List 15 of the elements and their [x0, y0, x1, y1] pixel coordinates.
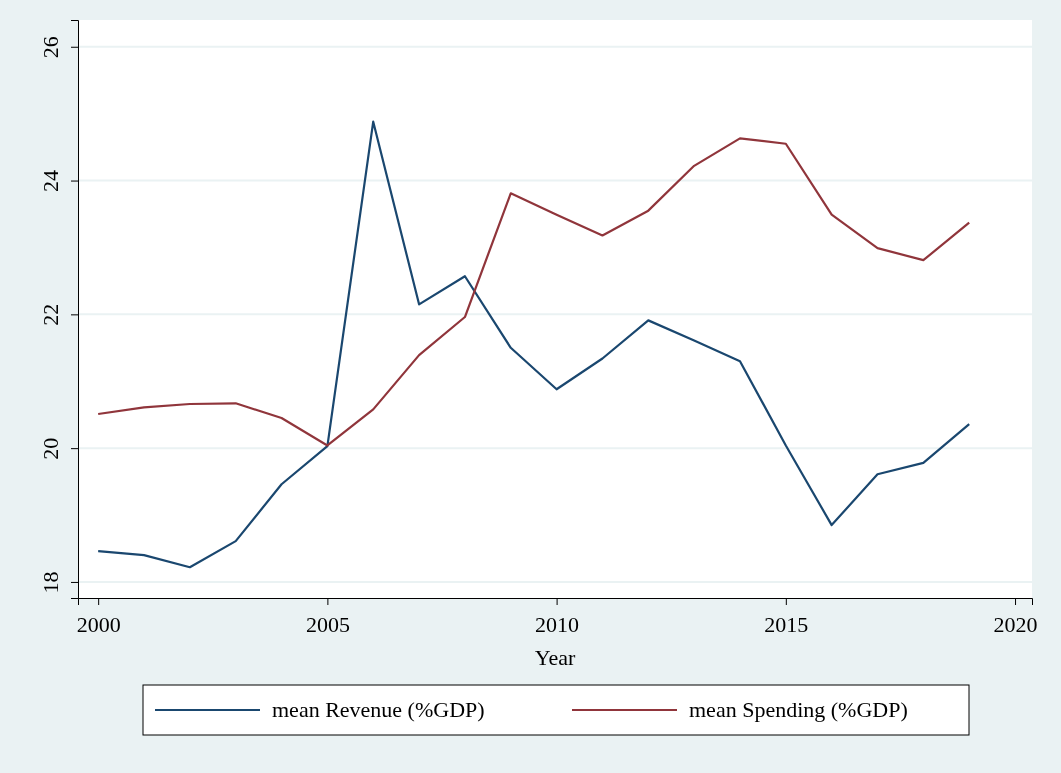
x-tick-label: 2000	[76, 612, 121, 638]
x-tick-label: 2020	[993, 612, 1038, 638]
x-axis-title: Year	[534, 645, 576, 670]
y-tick-label: 22	[38, 303, 63, 326]
y-tick-label: 20	[38, 437, 63, 460]
legend-label: mean Spending (%GDP)	[689, 697, 908, 722]
legend-label: mean Revenue (%GDP)	[272, 697, 485, 722]
line-series	[97, 137, 971, 447]
y-tick-label: 18	[38, 571, 63, 594]
y-tick-label: 26	[38, 36, 63, 59]
x-tick-label: 2015	[764, 612, 809, 638]
y-tick-label: 24	[38, 170, 63, 193]
x-tick-label: 2010	[535, 612, 580, 638]
x-tick-label: 2005	[305, 612, 350, 638]
line-series	[97, 120, 971, 569]
